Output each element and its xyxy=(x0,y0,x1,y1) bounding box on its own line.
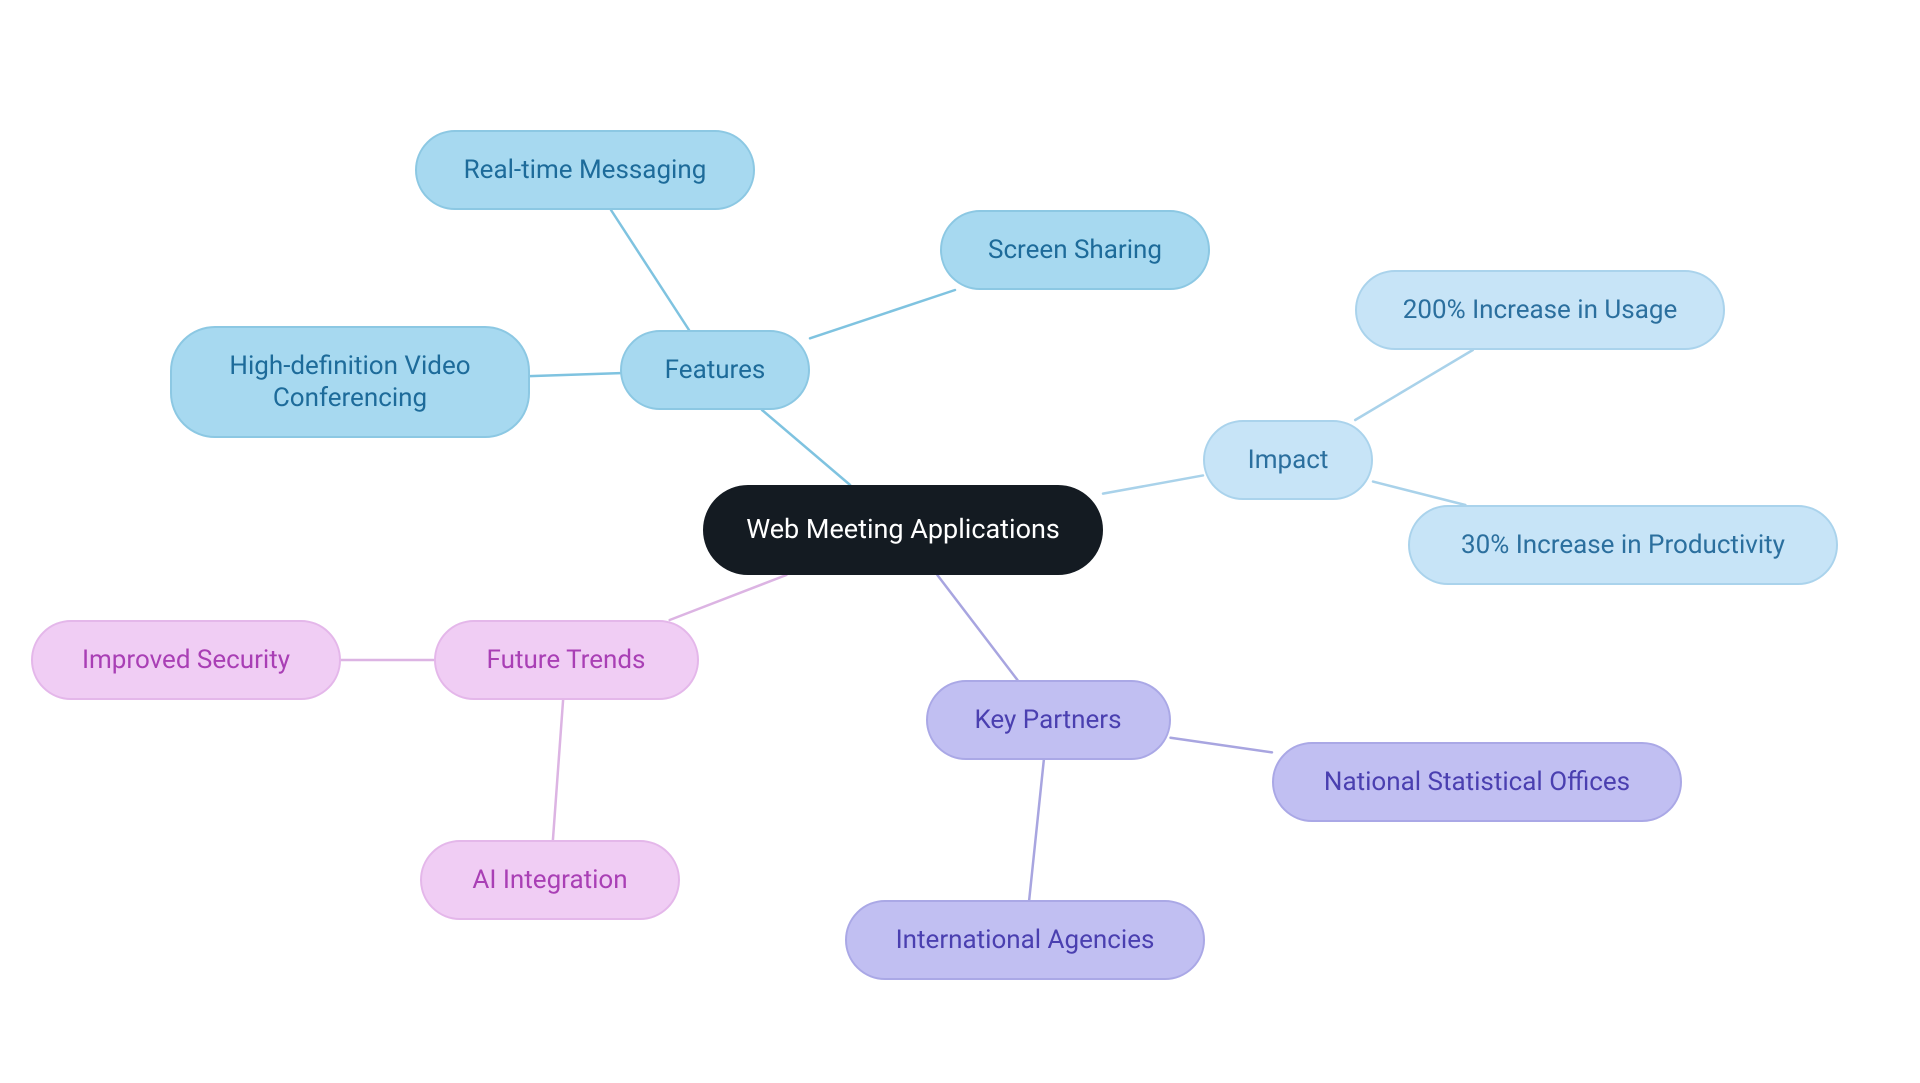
node-partners: Key Partners xyxy=(926,680,1171,760)
node-root: Web Meeting Applications xyxy=(703,485,1103,575)
edge-partners-intl xyxy=(1029,760,1044,900)
edge-root-impact xyxy=(1103,475,1203,493)
edge-features-screen xyxy=(810,290,955,338)
edge-root-features xyxy=(762,410,850,485)
edge-impact-prod30 xyxy=(1373,482,1465,505)
edge-future-ai xyxy=(553,700,563,840)
node-nso: National Statistical Offices xyxy=(1272,742,1682,822)
node-features: Features xyxy=(620,330,810,410)
node-prod30: 30% Increase in Productivity xyxy=(1408,505,1838,585)
node-hdvideo: High-definition Video Conferencing xyxy=(170,326,530,438)
edge-root-partners xyxy=(937,575,1017,680)
node-impact: Impact xyxy=(1203,420,1373,500)
edge-impact-usage200 xyxy=(1355,350,1473,420)
edge-partners-nso xyxy=(1171,738,1273,753)
node-realtime: Real-time Messaging xyxy=(415,130,755,210)
node-intl: International Agencies xyxy=(845,900,1205,980)
node-ai: AI Integration xyxy=(420,840,680,920)
edge-features-hdvideo xyxy=(530,373,620,376)
edge-features-realtime xyxy=(611,210,689,330)
mindmap-canvas: Web Meeting Applications Features Real-tim… xyxy=(0,0,1920,1083)
node-usage200: 200% Increase in Usage xyxy=(1355,270,1725,350)
edge-root-future xyxy=(670,575,787,620)
node-future: Future Trends xyxy=(434,620,699,700)
node-security: Improved Security xyxy=(31,620,341,700)
node-screen: Screen Sharing xyxy=(940,210,1210,290)
